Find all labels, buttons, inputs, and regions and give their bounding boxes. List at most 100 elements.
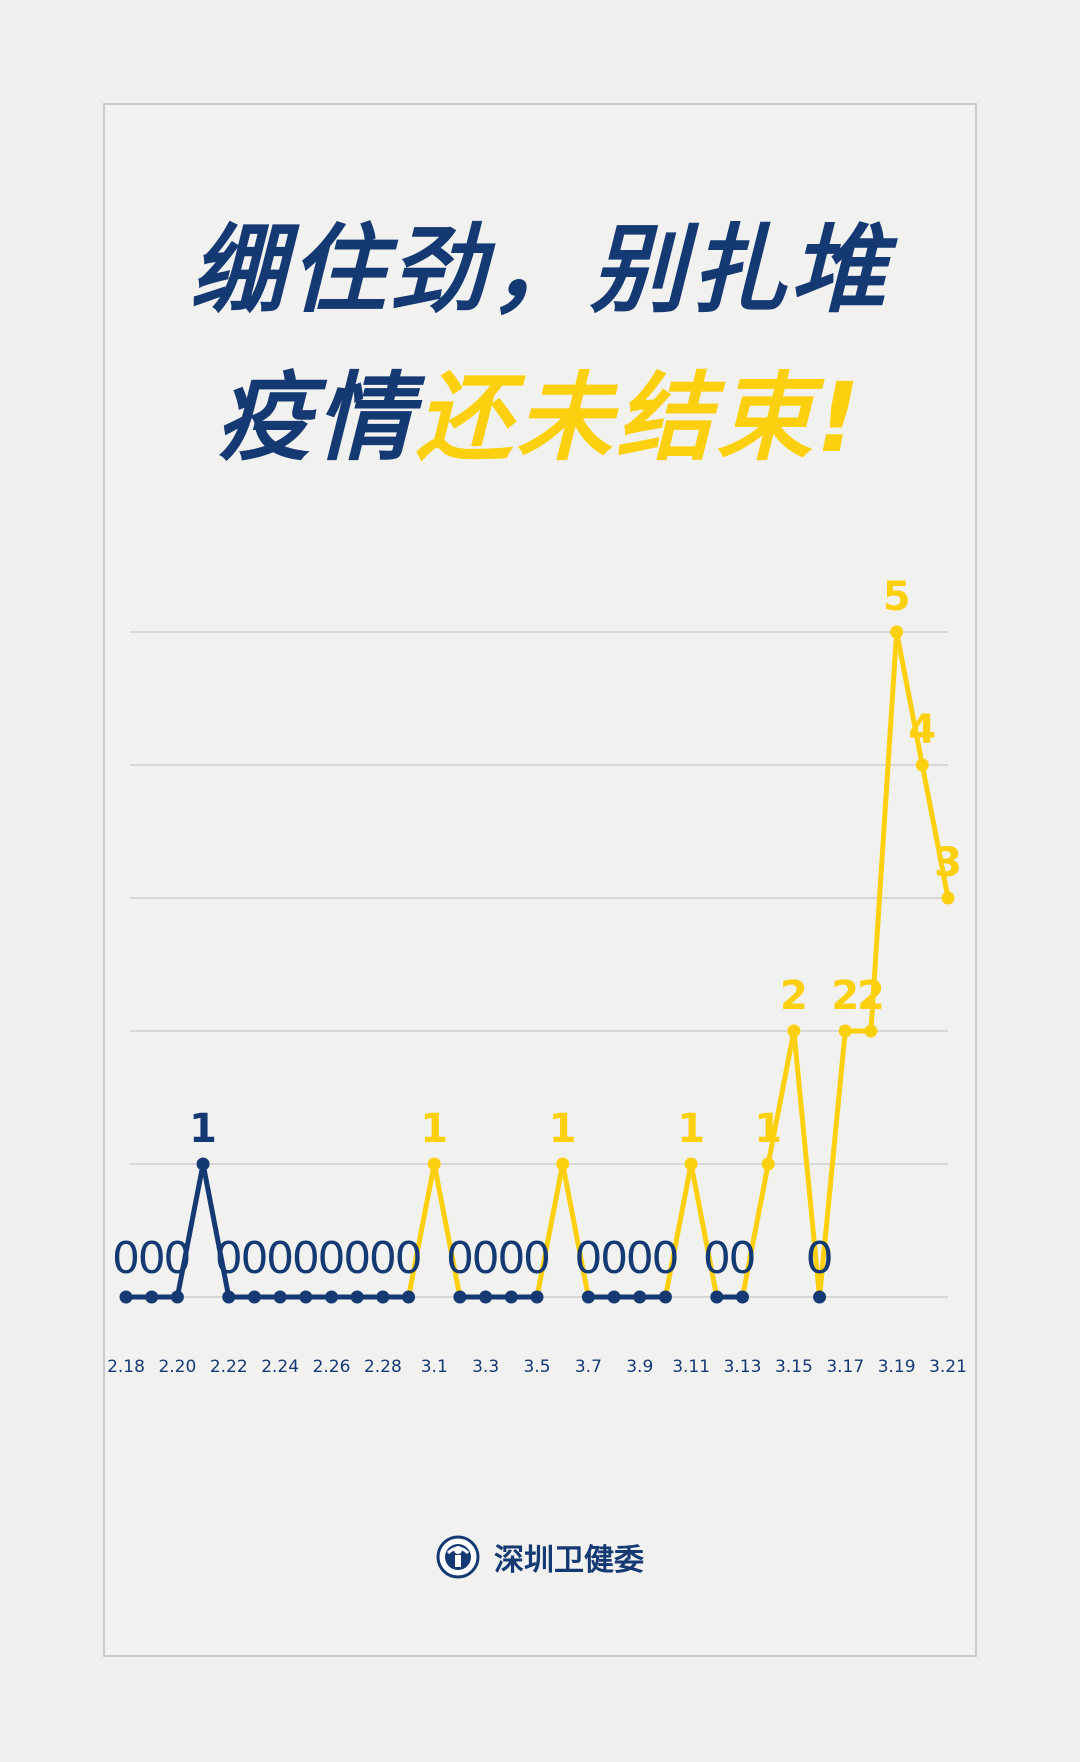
data-label: 0 bbox=[266, 1233, 294, 1284]
x-tick-label: 2.20 bbox=[158, 1357, 196, 1377]
data-point bbox=[710, 1290, 724, 1304]
data-label: 2 bbox=[780, 973, 808, 1019]
data-label: 0 bbox=[112, 1233, 140, 1284]
x-tick-label: 2.18 bbox=[107, 1357, 145, 1377]
x-tick-label: 3.11 bbox=[672, 1357, 710, 1377]
data-label: 0 bbox=[703, 1233, 731, 1284]
data-point bbox=[145, 1290, 159, 1304]
data-label: 2 bbox=[831, 973, 859, 1019]
series-segment bbox=[406, 1161, 437, 1300]
series-segment bbox=[688, 1161, 720, 1300]
series-segment bbox=[868, 629, 900, 1034]
data-label: 0 bbox=[343, 1233, 371, 1284]
series-segment bbox=[894, 629, 925, 768]
data-point bbox=[376, 1290, 390, 1304]
data-label: 0 bbox=[626, 1233, 654, 1284]
data-label: 0 bbox=[497, 1233, 525, 1284]
data-label: 0 bbox=[600, 1233, 628, 1284]
data-label: 0 bbox=[369, 1233, 397, 1284]
x-tick-label: 2.28 bbox=[364, 1357, 402, 1377]
footer: 深圳卫健委 bbox=[0, 1535, 1080, 1579]
x-tick-label: 2.24 bbox=[261, 1357, 299, 1377]
data-point bbox=[325, 1290, 338, 1304]
data-point bbox=[273, 1290, 287, 1304]
data-point bbox=[607, 1290, 621, 1304]
data-point bbox=[196, 1157, 210, 1171]
data-label: 0 bbox=[806, 1233, 834, 1284]
series-segment bbox=[662, 1161, 694, 1300]
data-point bbox=[530, 1290, 544, 1304]
data-label: 0 bbox=[574, 1233, 602, 1284]
data-point bbox=[453, 1290, 467, 1304]
data-point bbox=[890, 625, 904, 639]
data-label: 0 bbox=[318, 1233, 346, 1284]
data-label: 4 bbox=[908, 707, 936, 753]
data-point bbox=[761, 1157, 775, 1171]
data-label: 2 bbox=[857, 973, 885, 1019]
headline-normal: 疫情 bbox=[216, 362, 417, 474]
data-point bbox=[504, 1290, 518, 1304]
series-segment bbox=[765, 1028, 797, 1167]
series-segment bbox=[431, 1161, 463, 1300]
x-tick-label: 3.5 bbox=[523, 1357, 550, 1377]
data-point bbox=[633, 1290, 647, 1304]
data-label: 0 bbox=[651, 1233, 679, 1284]
x-tick-label: 3.9 bbox=[626, 1357, 653, 1377]
headline-highlight: 还未结束! bbox=[416, 362, 864, 474]
poster-frame bbox=[103, 103, 977, 1657]
series-segment bbox=[791, 1028, 823, 1300]
data-point bbox=[864, 1024, 878, 1038]
x-tick-label: 3.1 bbox=[421, 1357, 448, 1377]
data-point bbox=[658, 1290, 672, 1304]
data-point bbox=[941, 891, 955, 905]
data-label: 5 bbox=[883, 574, 911, 620]
headline-line1: 绷住劲，别扎堆 bbox=[190, 214, 890, 326]
data-label: 0 bbox=[446, 1233, 474, 1284]
data-point bbox=[813, 1290, 827, 1304]
data-point bbox=[684, 1157, 698, 1171]
headline-line2: 疫情还未结束! bbox=[0, 370, 1080, 466]
x-tick-label: 3.3 bbox=[472, 1357, 499, 1377]
series-segment bbox=[817, 1028, 848, 1300]
szhc-logo-icon bbox=[436, 1535, 480, 1579]
data-point bbox=[170, 1290, 184, 1304]
series-segment bbox=[919, 762, 951, 901]
data-label: 1 bbox=[549, 1106, 577, 1152]
x-tick-label: 3.21 bbox=[929, 1357, 967, 1377]
data-point bbox=[350, 1290, 364, 1304]
x-tick-label: 3.19 bbox=[878, 1357, 916, 1377]
series-segment bbox=[174, 1161, 206, 1300]
series-segment bbox=[560, 1161, 591, 1300]
data-point bbox=[736, 1290, 749, 1304]
series-segment bbox=[534, 1161, 566, 1300]
data-label: 0 bbox=[523, 1233, 551, 1284]
x-tick-label: 3.7 bbox=[575, 1357, 602, 1377]
data-point bbox=[581, 1290, 595, 1304]
data-point bbox=[119, 1290, 133, 1304]
data-point bbox=[427, 1157, 441, 1171]
data-point bbox=[915, 758, 929, 772]
data-label: 0 bbox=[138, 1233, 166, 1284]
data-point bbox=[787, 1024, 801, 1038]
data-point bbox=[222, 1290, 236, 1304]
x-tick-label: 3.17 bbox=[826, 1357, 864, 1377]
x-tick-label: 2.26 bbox=[313, 1357, 351, 1377]
data-label: 0 bbox=[395, 1233, 423, 1284]
x-tick-label: 2.22 bbox=[210, 1357, 248, 1377]
series-segment bbox=[740, 1161, 771, 1300]
x-tick-label: 3.13 bbox=[724, 1357, 762, 1377]
data-label: 3 bbox=[934, 840, 962, 886]
data-label: 1 bbox=[189, 1106, 217, 1152]
series-segment bbox=[200, 1161, 232, 1300]
data-label: 0 bbox=[472, 1233, 500, 1284]
org-name: 深圳卫健委 bbox=[494, 1543, 644, 1578]
data-label: 1 bbox=[754, 1106, 782, 1152]
data-label: 0 bbox=[292, 1233, 320, 1284]
data-point bbox=[299, 1290, 313, 1304]
x-tick-label: 3.15 bbox=[775, 1357, 813, 1377]
data-label: 1 bbox=[420, 1106, 448, 1152]
data-label: 0 bbox=[729, 1233, 757, 1284]
data-point bbox=[247, 1290, 261, 1304]
data-label: 1 bbox=[677, 1106, 705, 1152]
